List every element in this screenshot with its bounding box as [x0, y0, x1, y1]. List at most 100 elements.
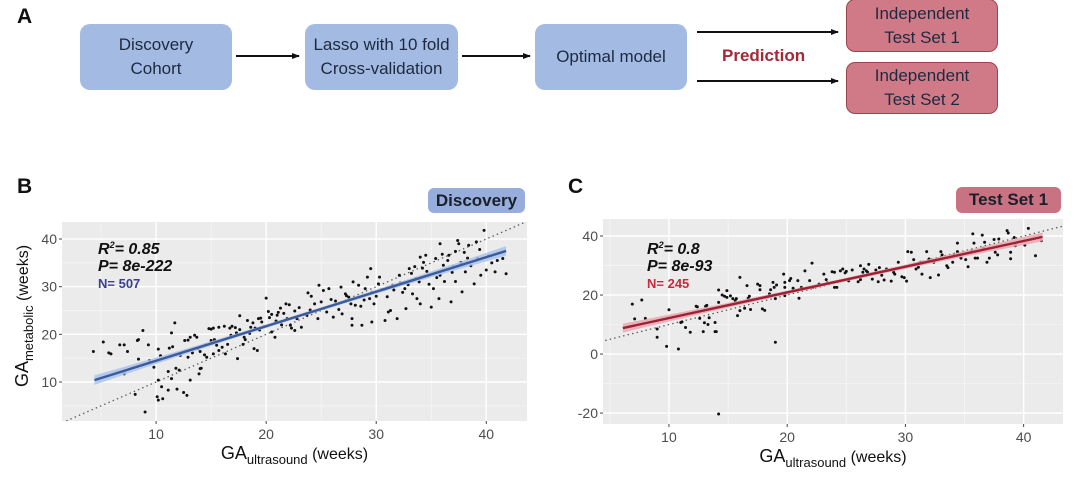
- data-point: [136, 338, 140, 342]
- y-tick-label: 10: [41, 374, 57, 390]
- data-point: [783, 280, 787, 284]
- data-point: [195, 335, 199, 339]
- data-point: [420, 266, 424, 270]
- data-point: [299, 325, 303, 329]
- data-point: [771, 280, 775, 284]
- r-squared-value: = 0.8: [664, 241, 700, 258]
- data-point: [368, 297, 372, 301]
- data-point: [987, 256, 991, 260]
- data-point: [889, 279, 893, 283]
- data-point: [174, 366, 178, 370]
- data-point: [425, 269, 429, 273]
- data-point: [215, 343, 219, 347]
- data-point: [665, 344, 669, 348]
- data-point: [909, 250, 913, 254]
- data-point: [170, 331, 174, 335]
- x-axis-title-suffix: (weeks): [308, 446, 368, 463]
- data-point: [266, 309, 270, 313]
- data-point: [431, 287, 435, 291]
- data-point: [141, 329, 145, 333]
- data-point: [482, 228, 486, 232]
- data-point: [902, 276, 906, 280]
- data-point: [349, 302, 353, 306]
- data-point: [175, 387, 179, 391]
- data-point: [983, 240, 987, 244]
- x-tick-label: 10: [148, 426, 164, 442]
- data-point: [447, 253, 451, 257]
- data-point: [880, 273, 884, 277]
- data-point: [479, 273, 483, 277]
- data-point: [1026, 226, 1030, 230]
- data-point: [966, 265, 970, 269]
- data-point: [347, 295, 351, 299]
- data-point: [407, 267, 411, 271]
- plot-panel-c: 10 20 30 40 -20 0 20 40 R2= 0.8P= 8e-93N= 245 GAu…: [578, 219, 1063, 470]
- data-point: [680, 320, 684, 324]
- data-point: [867, 262, 871, 266]
- data-point: [325, 310, 329, 314]
- data-point: [297, 306, 301, 310]
- data-point: [199, 366, 203, 370]
- data-point: [340, 312, 344, 316]
- data-point: [450, 270, 454, 274]
- data-point: [365, 275, 369, 279]
- data-point: [122, 343, 126, 347]
- data-point: [329, 298, 333, 302]
- y-tick-label: 20: [41, 326, 57, 342]
- data-point: [217, 349, 221, 353]
- data-point: [745, 284, 749, 288]
- data-point: [841, 267, 845, 271]
- data-point: [160, 385, 164, 389]
- data-point: [198, 350, 202, 354]
- data-point: [185, 393, 189, 397]
- data-point: [758, 284, 762, 288]
- data-point: [353, 303, 357, 307]
- data-point: [413, 265, 417, 269]
- plot-marks: [64, 222, 527, 421]
- data-point: [156, 347, 160, 351]
- data-point: [152, 365, 156, 369]
- data-point: [350, 317, 354, 321]
- data-point: [928, 276, 932, 280]
- data-point: [427, 282, 431, 286]
- node-text-line: Cohort: [130, 59, 182, 78]
- data-point: [360, 323, 364, 327]
- x-tick-label: 20: [258, 426, 274, 442]
- data-point: [238, 328, 242, 332]
- data-point: [437, 297, 441, 301]
- panel-label-c: C: [568, 175, 584, 198]
- data-point: [255, 349, 259, 353]
- panel-label-a: A: [17, 5, 33, 28]
- data-point: [1012, 235, 1016, 239]
- data-point: [773, 297, 777, 301]
- data-point: [156, 398, 160, 402]
- data-point: [363, 287, 367, 291]
- data-point: [738, 309, 742, 313]
- data-point: [456, 238, 460, 242]
- data-point: [676, 347, 680, 351]
- data-point: [449, 300, 453, 304]
- data-point: [369, 267, 373, 271]
- data-point: [838, 269, 842, 273]
- data-point: [493, 270, 497, 274]
- data-point: [242, 335, 246, 339]
- data-point: [252, 347, 256, 351]
- data-point: [259, 316, 263, 320]
- data-point: [288, 323, 292, 327]
- data-point: [429, 305, 433, 309]
- data-point: [993, 250, 997, 254]
- data-point: [284, 302, 288, 306]
- node-text-line: Discovery: [118, 35, 194, 54]
- data-point: [167, 346, 171, 350]
- data-point: [717, 300, 721, 304]
- data-point: [404, 307, 408, 311]
- y-axis-title: GAmetabolic (weeks): [12, 245, 36, 387]
- data-point: [170, 377, 174, 381]
- data-point: [409, 271, 413, 275]
- data-point: [783, 285, 787, 289]
- data-point: [747, 294, 751, 298]
- data-point: [763, 308, 767, 312]
- data-point: [495, 258, 499, 262]
- data-point: [796, 279, 800, 283]
